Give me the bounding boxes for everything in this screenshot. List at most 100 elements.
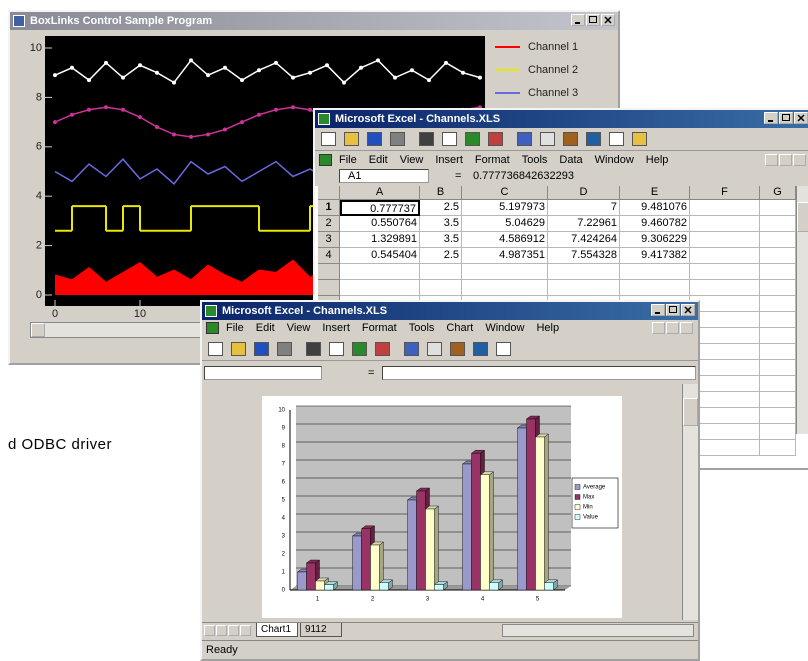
cell[interactable]: 2.5 [420,200,462,216]
minimize-button[interactable] [571,14,585,26]
menu-item[interactable]: Edit [256,322,275,334]
cell[interactable] [760,280,796,296]
toolbar-icon[interactable] [465,132,480,146]
vertical-scrollbar[interactable] [796,186,808,434]
toolbar-icon[interactable] [329,342,344,356]
minimize-button[interactable] [764,112,778,124]
menu-item[interactable]: Help [536,322,559,334]
cell[interactable] [690,232,760,248]
cell[interactable] [760,328,796,344]
toolbar-icon[interactable] [442,132,457,146]
cell[interactable]: 7 [548,200,620,216]
cell[interactable]: 9.460782 [620,216,690,232]
toolbar-icon[interactable] [419,132,434,146]
cell[interactable] [690,280,760,296]
cell[interactable] [690,328,760,344]
menu-item[interactable]: Help [646,154,669,166]
cell[interactable]: 4.987351 [462,248,548,264]
cell[interactable] [760,312,796,328]
cell[interactable]: 9.306229 [620,232,690,248]
name-box[interactable] [204,366,322,380]
toolbar-icon[interactable] [208,342,223,356]
cell[interactable] [690,344,760,360]
menu-item[interactable]: Format [362,322,397,334]
toolbar-icon[interactable] [517,132,532,146]
toolbar-icon[interactable] [390,132,405,146]
menu-item[interactable]: View [287,322,311,334]
menu-item[interactable]: Insert [322,322,350,334]
menu-item[interactable]: Edit [369,154,388,166]
tab-scroll-button[interactable] [240,625,251,636]
cell[interactable]: 0.777737 [340,200,420,216]
cell[interactable] [760,248,796,264]
toolbar-icon[interactable] [632,132,647,146]
cell[interactable] [690,440,760,456]
sheet-tab[interactable]: 9112 [300,623,342,637]
cell[interactable] [462,280,548,296]
cell[interactable] [620,280,690,296]
tab-scroll-button[interactable] [228,625,239,636]
cell[interactable] [690,392,760,408]
cell[interactable]: 7.22961 [548,216,620,232]
tab-scroll-button[interactable] [204,625,215,636]
toolbar-icon[interactable] [488,132,503,146]
cell[interactable] [760,216,796,232]
cell[interactable] [760,408,796,424]
cell[interactable] [760,264,796,280]
cell[interactable]: 9.481076 [620,200,690,216]
menu-item[interactable]: File [339,154,357,166]
cell[interactable] [760,424,796,440]
cell[interactable] [760,232,796,248]
menu-item[interactable]: Chart [446,322,473,334]
toolbar-icon[interactable] [352,342,367,356]
doc-button[interactable] [652,322,665,334]
toolbar-icon[interactable] [254,342,269,356]
toolbar-icon[interactable] [450,342,465,356]
close-button[interactable] [794,112,808,124]
cell[interactable] [760,360,796,376]
cell[interactable]: 5.04629 [462,216,548,232]
horizontal-scrollbar[interactable] [502,624,694,637]
toolbar-icon[interactable] [375,342,390,356]
doc-button[interactable] [779,154,792,166]
cell[interactable]: 2.5 [420,248,462,264]
cell[interactable]: 0.550764 [340,216,420,232]
cell[interactable]: 1.329891 [340,232,420,248]
toolbar-icon[interactable] [321,132,336,146]
cell[interactable]: 5.197973 [462,200,548,216]
toolbar-icon[interactable] [473,342,488,356]
vertical-scrollbar[interactable] [682,384,698,620]
scroll-button[interactable] [31,323,45,337]
cell[interactable] [760,440,796,456]
cell[interactable] [548,264,620,280]
toolbar-icon[interactable] [277,342,292,356]
toolbar-icon[interactable] [367,132,382,146]
toolbar-icon[interactable] [344,132,359,146]
cell[interactable] [690,296,760,312]
toolbar-icon[interactable] [540,132,555,146]
cell[interactable] [690,216,760,232]
cell[interactable] [420,264,462,280]
cell[interactable] [620,264,690,280]
menu-item[interactable]: Data [559,154,582,166]
cell[interactable] [690,376,760,392]
doc-button[interactable] [793,154,806,166]
menu-item[interactable]: Format [475,154,510,166]
menu-item[interactable]: File [226,322,244,334]
toolbar-icon[interactable] [427,342,442,356]
cell[interactable] [420,280,462,296]
maximize-button[interactable] [586,14,600,26]
doc-button[interactable] [680,322,693,334]
maximize-button[interactable] [779,112,793,124]
toolbar-icon[interactable] [306,342,321,356]
close-button[interactable] [681,304,695,316]
cell[interactable] [760,392,796,408]
cell[interactable]: 7.424264 [548,232,620,248]
cell[interactable] [340,264,420,280]
cell[interactable] [760,296,796,312]
minimize-button[interactable] [651,304,665,316]
tab-scroll-button[interactable] [216,625,227,636]
cell[interactable]: 3.5 [420,216,462,232]
menu-item[interactable]: Tools [522,154,548,166]
sheet-tab[interactable]: Chart1 [256,623,298,637]
